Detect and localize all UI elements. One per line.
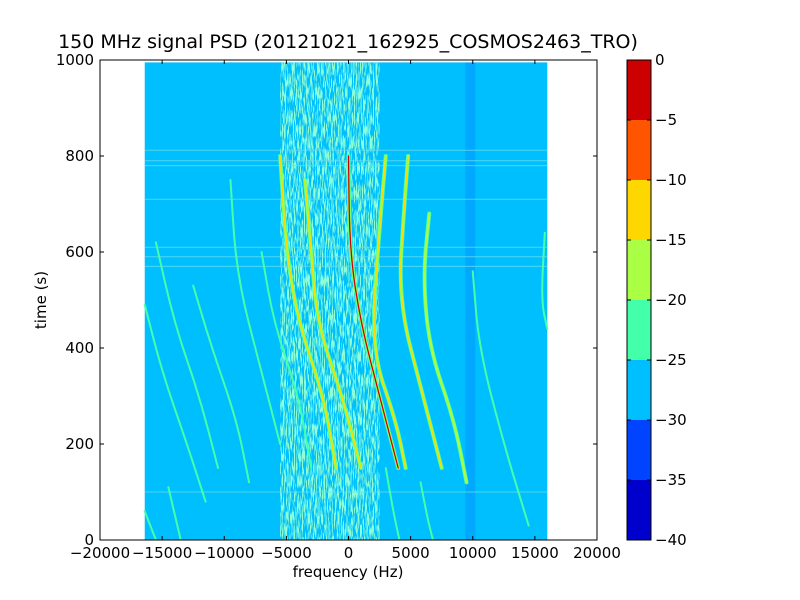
x-tick-label: −20000: [70, 544, 130, 562]
x-tick-label: 5000: [392, 544, 430, 562]
colorbar-tick-label: −35: [655, 471, 687, 489]
signal-trace: [167, 486, 182, 540]
y-tick-label: 200: [65, 435, 94, 453]
colorbar-segment: [627, 60, 651, 120]
colorbar-segment: [627, 240, 651, 300]
colorbar-tick-label: −15: [655, 231, 687, 249]
signal-trace: [192, 284, 251, 484]
colorbar-tick-label: 0: [655, 51, 665, 69]
colorbar-tick-label: −30: [655, 411, 687, 429]
colorbar-segment: [627, 120, 651, 180]
colorbar-tick-label: −5: [655, 111, 677, 129]
x-tick-label: −15000: [132, 544, 192, 562]
x-tick-label: 0: [344, 544, 354, 562]
y-tick-label: 400: [65, 339, 94, 357]
colorbar-tick-label: −25: [655, 351, 687, 369]
signal-trace: [143, 303, 207, 503]
plot-area: −20000 −15000 −10000 −5000 0 5000 10000 15000 20…: [56, 51, 621, 562]
y-tick-label: 1000: [56, 51, 94, 69]
signal-trace: [541, 231, 549, 330]
signal-trace: [229, 179, 282, 445]
spectrogram-image: [143, 62, 549, 540]
colorbar-segment: [627, 300, 651, 360]
y-tick-label: 800: [65, 147, 94, 165]
signal-trace: [279, 155, 337, 469]
y-axis-label: time (s): [32, 271, 50, 329]
x-axis: −20000 −15000 −10000 −5000 0 5000 10000 15000 20…: [70, 60, 621, 562]
colorbar-tick-label: −20: [655, 291, 687, 309]
x-tick-label: 10000: [449, 544, 497, 562]
signal-trace: [143, 510, 157, 540]
signal-trace: [260, 251, 313, 469]
signal-trace: [471, 270, 530, 527]
signal-trace: [154, 241, 220, 469]
x-tick-label: 20000: [573, 544, 621, 562]
colorbar-tick-label: −10: [655, 171, 687, 189]
colorbar-segment: [627, 360, 651, 420]
colorbar-ticks: −40 −35 −30 −25 −20 −15 −10 −5 0: [627, 51, 687, 549]
colorbar: −40 −35 −30 −25 −20 −15 −10 −5 0: [626, 51, 687, 549]
colorbar-segments: [627, 60, 651, 540]
signal-trace: [373, 155, 407, 469]
signal-trace: [400, 155, 443, 469]
signal-trace: [419, 481, 434, 540]
colorbar-segment: [627, 420, 651, 480]
y-tick-label: 600: [65, 243, 94, 261]
y-tick-label: 0: [84, 531, 94, 549]
x-tick-label: −10000: [194, 544, 254, 562]
x-tick-label: 15000: [511, 544, 559, 562]
signal-trace: [347, 155, 399, 469]
colorbar-tick-label: −40: [655, 531, 687, 549]
y-axis: 0 200 400 600 800 1000: [56, 51, 597, 549]
x-axis-label: frequency (Hz): [293, 563, 404, 581]
colorbar-segment: [627, 480, 651, 540]
x-tick-label: −5000: [261, 544, 312, 562]
signal-trace: [423, 212, 468, 484]
colorbar-segment: [627, 180, 651, 240]
signal-trace: [384, 467, 401, 540]
chart-title: 150 MHz signal PSD (20121021_162925_COSM…: [58, 31, 638, 53]
faint-band: [465, 62, 476, 540]
signal-trace: [304, 179, 362, 469]
